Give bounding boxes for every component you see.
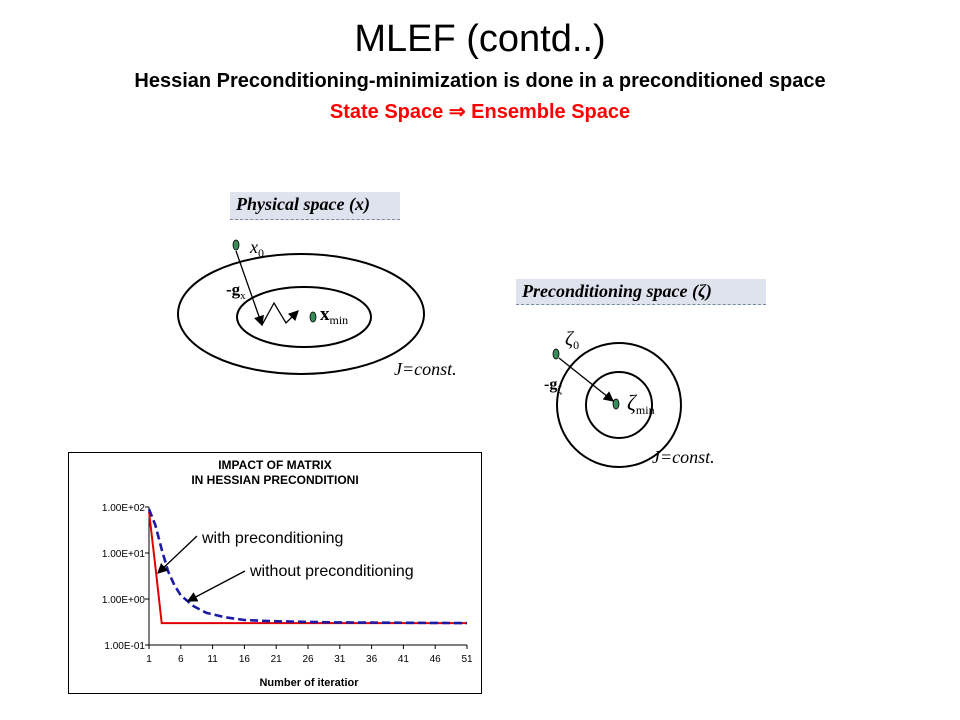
zeta0-label: ζ0 (565, 328, 579, 352)
x-tick-label: 46 (430, 654, 442, 665)
x-tick-label: 36 (366, 654, 378, 665)
convergence-chart: IMPACT OF MATRIX IN HESSIAN PRECONDITION… (68, 452, 482, 694)
x-tick-label: 51 (461, 654, 473, 665)
with-preconditioning-series-line (148, 511, 467, 625)
physical-space-label: Physical space (x) (230, 192, 400, 220)
y-tick-label: 1.00E-01 (104, 641, 145, 652)
convergence-chart-svg: IMPACT OF MATRIX IN HESSIAN PRECONDITION… (102, 458, 473, 689)
x-tick-label: 31 (334, 654, 346, 665)
gradient-arrow (235, 250, 264, 327)
x-axis-label: Number of iteratior (259, 677, 359, 689)
slide-subtitle: Hessian Preconditioning-minimization is … (134, 70, 826, 92)
inner-contour (585, 371, 653, 439)
x-tick-label: 26 (302, 654, 314, 665)
y-tick-label: 1.00E+01 (102, 549, 146, 560)
x-tick-label: 16 (239, 654, 251, 665)
outer-contour (177, 253, 425, 375)
xmin-label: xmin (320, 304, 348, 327)
x-tick-label: 21 (271, 654, 283, 665)
x-tick-label: 11 (207, 654, 218, 665)
implies-arrow-icon: ⇒ (448, 101, 466, 123)
inner-contour (236, 286, 372, 348)
preconditioning-space-diagram: ζ0 -gζ ζmin J=const. (544, 328, 715, 468)
neg-gx-label: -gx (226, 280, 246, 302)
min-point (612, 398, 620, 410)
precond-jconst-label: J=const. (652, 447, 715, 467)
y-tick-label: 1.00E+02 (102, 503, 146, 514)
physical-jconst-label: J=const. (394, 359, 457, 379)
gradient-arrow (558, 357, 615, 402)
x-tick-label: 1 (146, 654, 152, 665)
min-point (309, 311, 317, 323)
y-tick-label: 1.00E+00 (102, 595, 146, 606)
without-preconditioning-annotation: without preconditioning (250, 563, 414, 580)
x-tick-label: 41 (398, 654, 410, 665)
outer-contour (556, 342, 682, 468)
with-annotation-arrow (157, 535, 198, 574)
neg-gzeta-label: -gζ (544, 376, 562, 396)
x-tick-label: 6 (178, 654, 184, 665)
ensemble-space-text: Ensemble Space (471, 101, 631, 123)
state-space-text: State Space (329, 101, 444, 123)
zigzag-path (261, 301, 299, 326)
with-preconditioning-annotation: with preconditioning (202, 530, 344, 547)
without-annotation-arrow (186, 570, 246, 602)
zetamin-label: ζmin (627, 390, 655, 417)
start-point (232, 239, 240, 251)
chart-title-line1: IMPACT OF MATRIX (218, 458, 332, 472)
preconditioning-space-label: Preconditioning space (ζ) (516, 279, 766, 305)
chart-title-line2: IN HESSIAN PRECONDITIONI (191, 473, 358, 487)
start-point (552, 348, 560, 360)
x0-label: x0 (249, 237, 264, 260)
space-mapping-line: State Space ⇒ Ensemble Space (0, 99, 960, 124)
physical-space-diagram: x0 -gx xmin J=const. (177, 237, 457, 379)
slide-title: MLEF (contd..) (354, 18, 606, 60)
